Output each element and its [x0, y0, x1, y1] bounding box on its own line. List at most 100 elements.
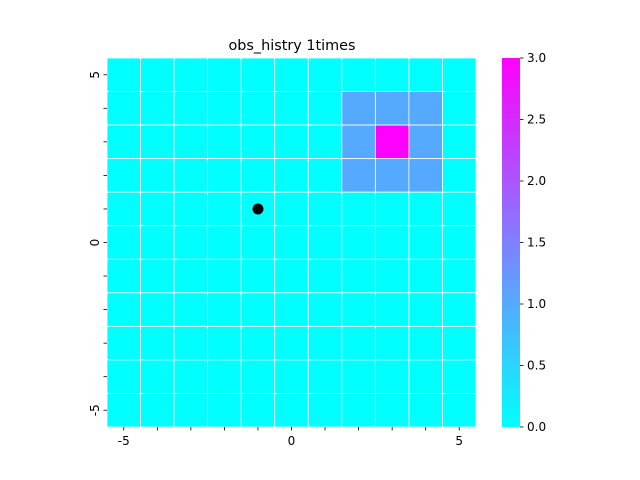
heatmap-cell	[240, 91, 276, 126]
heatmap-cell	[106, 258, 141, 294]
heatmap-cell	[307, 225, 343, 260]
heatmap-cell	[173, 225, 209, 260]
heatmap-cell	[408, 57, 443, 92]
heatmap-cell	[274, 325, 309, 361]
heatmap-cell	[341, 191, 376, 227]
y-tick-label: 0	[88, 239, 102, 247]
heatmap-cell	[173, 258, 209, 294]
heatmap-cell	[374, 325, 410, 361]
heatmap-cell	[341, 359, 376, 394]
colorbar	[502, 58, 520, 427]
heatmap-cell	[374, 191, 410, 227]
heatmap-cell	[374, 91, 410, 126]
y-tick-label: -5	[88, 404, 102, 416]
heatmap-cell	[341, 258, 376, 294]
heatmap-cell	[140, 225, 175, 260]
heatmap-cell	[140, 57, 175, 92]
heatmap-cell	[207, 158, 242, 193]
heatmap-cell	[374, 57, 410, 92]
heatmap-cell	[240, 359, 276, 394]
heatmap-cell	[442, 225, 477, 260]
heatmap-cell	[106, 158, 141, 193]
heatmap-cell	[173, 158, 209, 193]
heatmap-cell	[374, 124, 410, 160]
x-tick-label: 0	[288, 434, 296, 448]
heatmap-cell	[274, 258, 309, 294]
heatmap-cell	[140, 91, 175, 126]
x-tick-label: 5	[455, 434, 463, 448]
heatmap-cell	[341, 292, 376, 327]
heatmap-cell	[240, 258, 276, 294]
heatmap-cell	[408, 359, 443, 394]
heatmap-cell	[442, 325, 477, 361]
heatmap-cell	[173, 91, 209, 126]
heatmap-cell	[140, 191, 175, 227]
heatmap-cell	[307, 359, 343, 394]
heatmap-cell	[374, 158, 410, 193]
colorbar-gradient	[502, 58, 520, 427]
heatmap-cell	[274, 124, 309, 160]
heatmap-cell	[307, 393, 343, 428]
heatmap-cell	[341, 124, 376, 160]
heatmap-cell	[307, 191, 343, 227]
heatmap-cell	[408, 292, 443, 327]
heatmap-cell	[408, 325, 443, 361]
heatmap-cell	[173, 393, 209, 428]
heatmap-cell	[408, 124, 443, 160]
heatmap-cell	[106, 191, 141, 227]
heatmap-cell	[374, 258, 410, 294]
heatmap-cell	[307, 292, 343, 327]
heatmap-cells	[106, 57, 477, 428]
colorbar-tick-label: 1.5	[527, 236, 546, 250]
heatmap-cell	[341, 158, 376, 193]
chart-title: obs_histry 1times	[228, 38, 355, 54]
heatmap-cell	[140, 258, 175, 294]
heatmap-cell	[140, 359, 175, 394]
colorbar-tick-label: 0.5	[527, 359, 546, 373]
heatmap-cell	[341, 57, 376, 92]
colorbar-tick-label: 3.0	[527, 51, 546, 65]
colorbar-tick-label: 0.0	[527, 420, 546, 434]
heatmap-cell	[106, 359, 141, 394]
heatmap-cell	[307, 91, 343, 126]
x-axis: -5 0 5	[118, 427, 463, 448]
heatmap-cell	[106, 393, 141, 428]
heatmap-cell	[140, 158, 175, 193]
heatmap-cell	[240, 393, 276, 428]
heatmap-cell	[408, 258, 443, 294]
heatmap-cell	[207, 325, 242, 361]
heatmap-cell	[173, 359, 209, 394]
heatmap-cell	[408, 191, 443, 227]
heatmap-cell	[307, 258, 343, 294]
heatmap-cell	[106, 325, 141, 361]
heatmap-cell	[240, 124, 276, 160]
heatmap-cell	[408, 91, 443, 126]
heatmap-cell	[240, 225, 276, 260]
heatmap-cell	[274, 393, 309, 428]
heatmap-cell	[140, 393, 175, 428]
heatmap-cell	[307, 124, 343, 160]
heatmap-cell	[442, 292, 477, 327]
heatmap-cell	[274, 191, 309, 227]
heatmap-cell	[207, 258, 242, 294]
y-axis: 5 0 -5	[88, 71, 107, 416]
heatmap-cell	[274, 57, 309, 92]
colorbar-tick-label: 2.5	[527, 113, 546, 127]
heatmap-cell	[307, 57, 343, 92]
heatmap-cell	[442, 359, 477, 394]
x-tick-label: -5	[118, 434, 130, 448]
heatmap-cell	[341, 325, 376, 361]
heatmap-cell	[173, 124, 209, 160]
heatmap-cell	[274, 359, 309, 394]
colorbar-tick-label: 1.0	[527, 297, 546, 311]
heatmap-cell	[442, 158, 477, 193]
heatmap-cell	[173, 325, 209, 361]
heatmap-cell	[173, 191, 209, 227]
heatmap-cell	[274, 225, 309, 260]
heatmap-cell	[207, 359, 242, 394]
heatmap-cell	[274, 292, 309, 327]
colorbar-axis: 0.0 0.5 1.0 1.5 2.0 2.5 3.0	[520, 51, 546, 434]
heatmap-cell	[307, 325, 343, 361]
heatmap-cell	[374, 393, 410, 428]
